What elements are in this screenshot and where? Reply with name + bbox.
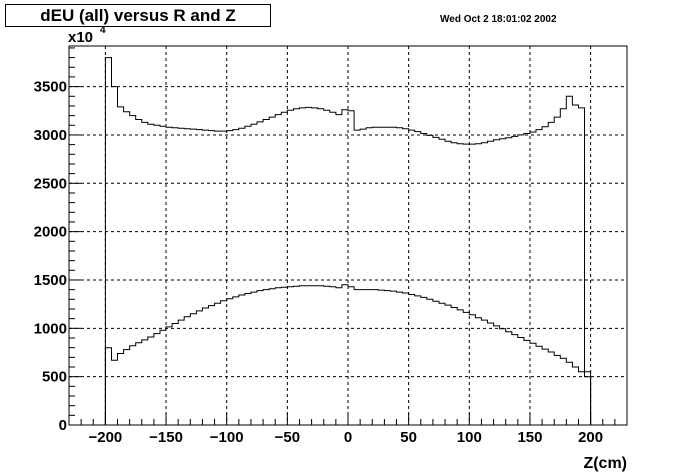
y-tick-label: 3000 [34, 127, 67, 144]
axes [68, 45, 628, 426]
y-tick-label: 0 [59, 417, 67, 434]
timestamp: Wed Oct 2 18:01:02 2002 [440, 14, 557, 25]
x-tick-label: −100 [210, 429, 244, 446]
x-tick-label: 0 [344, 429, 352, 446]
x-tick-label: −200 [88, 429, 122, 446]
y-multiplier-label: x10 [68, 29, 93, 46]
grid-lines [69, 46, 627, 425]
y-tick-label: 2500 [34, 175, 67, 192]
histogram-series-1 [104, 57, 592, 425]
x-tick-label: 150 [517, 429, 542, 446]
x-tick-label: −50 [275, 429, 300, 446]
y-tick-label: 1000 [34, 320, 67, 337]
y-tick-label: 2000 [34, 224, 67, 241]
x-tick-label: −150 [149, 429, 183, 446]
y-tick-label: 3500 [34, 79, 67, 96]
x-tick-label: 100 [457, 429, 482, 446]
x-tick-label: 50 [400, 429, 417, 446]
x-axis-label: Z(cm) [583, 455, 627, 472]
histogram-series-2 [104, 284, 592, 425]
y-tick-label: 500 [42, 369, 67, 386]
axis-labels: x10 4 Z(cm) −200 −150 −100 −50 0 50 100 150 2000… [34, 25, 627, 472]
x-tick-label: 200 [578, 429, 603, 446]
chart-title: dEU (all) versus R and Z [5, 4, 271, 27]
y-tick-label: 1500 [34, 272, 67, 289]
histogram-series [104, 57, 592, 425]
y-multiplier-exponent: 4 [100, 25, 106, 36]
